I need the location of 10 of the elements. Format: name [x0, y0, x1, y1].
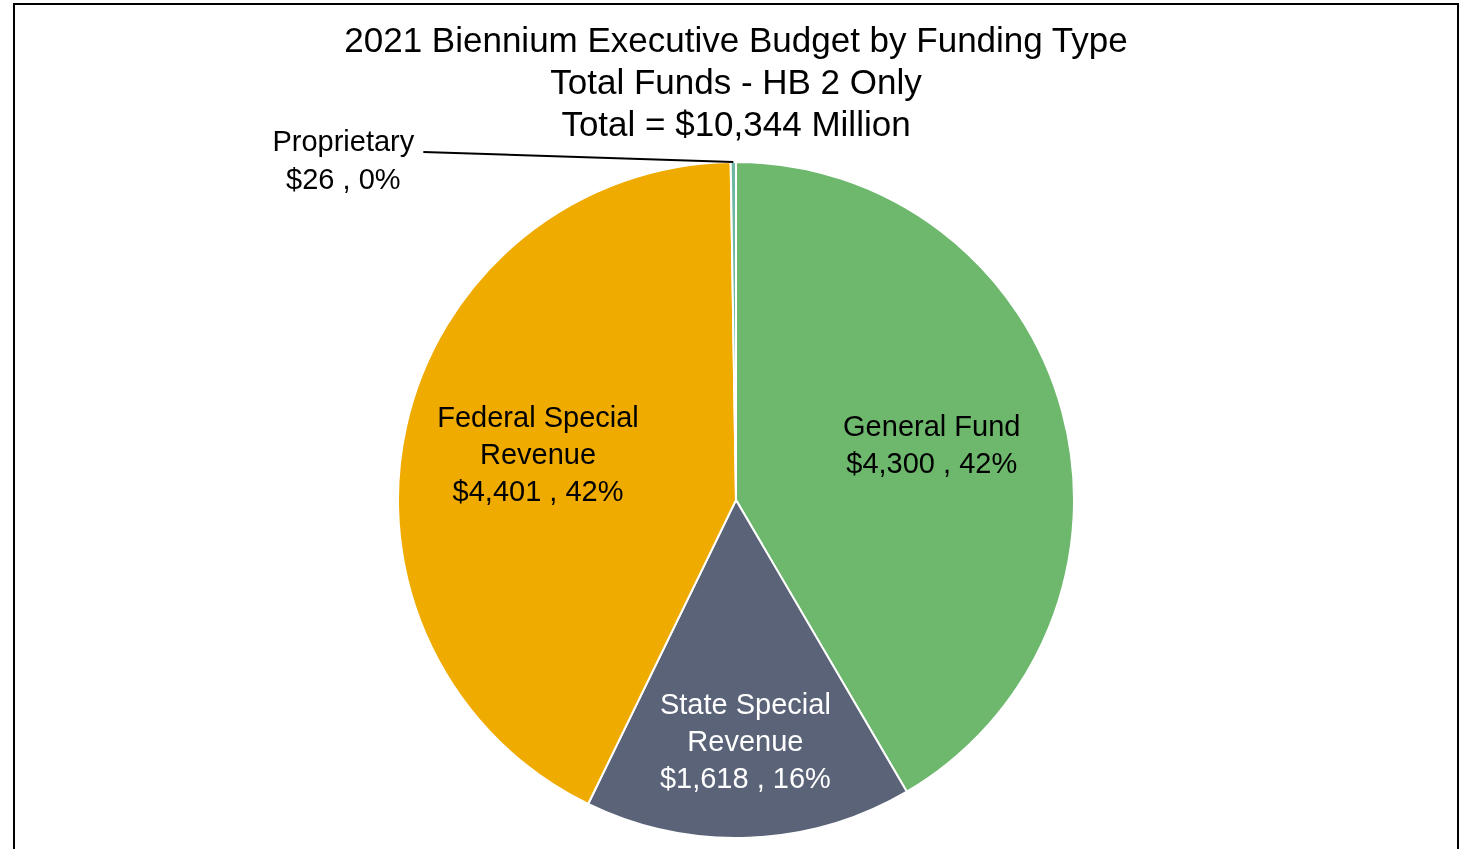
data-label: $4,401 , 42% — [452, 475, 624, 508]
data-label: $1,618 , 16% — [659, 762, 831, 795]
slice-label: General Fund — [843, 410, 1021, 443]
data-label: $26 , 0% — [286, 163, 401, 196]
slice-label: Federal Special Revenue — [437, 401, 639, 471]
slice-label: State Special Revenue — [659, 688, 831, 758]
data-label: $4,300 , 42% — [846, 447, 1018, 480]
slice-label: Proprietary — [272, 125, 415, 158]
chart-title: 2021 Biennium Executive Budget by Funding Type — [344, 19, 1128, 59]
chart-subtitle: Total Funds - HB 2 Only Total = $10,344 Million — [550, 61, 923, 143]
